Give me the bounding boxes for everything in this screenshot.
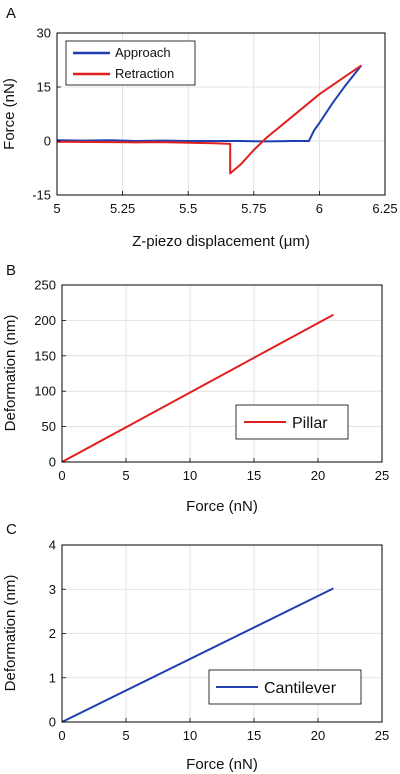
x-tick-label: 6.25 — [372, 201, 397, 216]
x-ticks-b: 0 5 10 15 20 25 — [58, 458, 389, 483]
x-axis-label-b: Force (nN) — [186, 498, 258, 515]
x-tick-label: 25 — [375, 468, 389, 483]
y-tick-label: 50 — [42, 419, 56, 434]
series-line-pillar — [61, 313, 334, 463]
legend-label-cantilever: Cantilever — [264, 680, 337, 697]
y-tick-label: 250 — [34, 278, 56, 293]
x-tick-label: 6 — [316, 201, 323, 216]
series-line-approach — [56, 64, 363, 143]
y-tick-label: 30 — [37, 26, 51, 41]
y-ticks-a: -15 0 15 30 — [32, 26, 61, 203]
series-group-a — [56, 64, 363, 175]
legend-c: Cantilever — [208, 669, 362, 705]
legend-b: Pillar — [235, 404, 349, 440]
y-tick-label: 2 — [49, 626, 56, 641]
legend-box-a — [65, 40, 196, 86]
y-tick-label: 1 — [49, 670, 56, 685]
x-tick-label: 25 — [375, 728, 389, 743]
panel-c: C 0 5 10 15 20 25 0 1 2 3 4 Force (nN) Deformatio… — [2, 521, 389, 773]
x-ticks-c: 0 5 10 15 20 25 — [58, 718, 389, 743]
y-ticks-c: 0 1 2 3 4 — [49, 538, 66, 730]
x-tick-label: 5.5 — [179, 201, 197, 216]
plot-frame-a — [56, 32, 386, 196]
y-tick-label: 0 — [44, 134, 51, 149]
y-ticks-b: 0 50 100 150 200 250 — [34, 278, 66, 470]
x-ticks-a: 5 5.25 5.5 5.75 6 6.25 — [53, 191, 398, 216]
series-line-retraction — [56, 64, 362, 175]
y-tick-label: 4 — [49, 538, 56, 553]
legend-label-retraction: Retraction — [115, 66, 174, 81]
y-tick-label: 15 — [37, 80, 51, 95]
x-tick-label: 10 — [183, 468, 197, 483]
x-tick-label: 10 — [183, 728, 197, 743]
x-axis-label-c: Force (nN) — [186, 756, 258, 773]
y-tick-label: 3 — [49, 582, 56, 597]
y-tick-label: 200 — [34, 313, 56, 328]
x-axis-label-a: Z-piezo displacement (μm) — [132, 233, 310, 250]
y-tick-label: 100 — [34, 384, 56, 399]
x-tick-label: 15 — [247, 728, 261, 743]
y-tick-label: 150 — [34, 348, 56, 363]
series-group-b — [61, 313, 334, 463]
x-tick-label: 0 — [58, 468, 65, 483]
x-tick-label: 20 — [311, 728, 325, 743]
y-axis-label-a: Force (nN) — [1, 78, 18, 150]
panel-label-c: C — [6, 521, 17, 538]
x-tick-label: 5.25 — [110, 201, 135, 216]
plot-frame-b — [61, 284, 383, 463]
x-tick-label: 5 — [122, 728, 129, 743]
x-tick-label: 20 — [311, 468, 325, 483]
series-line-cantilever — [61, 587, 334, 723]
series-group-c — [61, 587, 334, 723]
x-tick-label: 0 — [58, 728, 65, 743]
x-tick-label: 5 — [122, 468, 129, 483]
y-tick-label: 0 — [49, 455, 56, 470]
legend-label-pillar: Pillar — [292, 415, 328, 432]
y-axis-label-b: Deformation (nm) — [2, 315, 19, 432]
panel-label-b: B — [6, 262, 16, 279]
x-tick-label: 5 — [53, 201, 60, 216]
legend-label-approach: Approach — [115, 45, 171, 60]
x-tick-label: 15 — [247, 468, 261, 483]
panel-label-a: A — [6, 5, 16, 22]
legend-a: Approach Retraction — [65, 40, 196, 86]
y-tick-label: 0 — [49, 715, 56, 730]
y-tick-label: -15 — [32, 188, 51, 203]
x-tick-label: 5.75 — [241, 201, 266, 216]
panel-a: A 5 5.25 5.5 5.75 6 6.25 -15 0 15 30 Z-piezo dis… — [1, 5, 398, 250]
y-axis-label-c: Deformation (nm) — [2, 575, 19, 692]
